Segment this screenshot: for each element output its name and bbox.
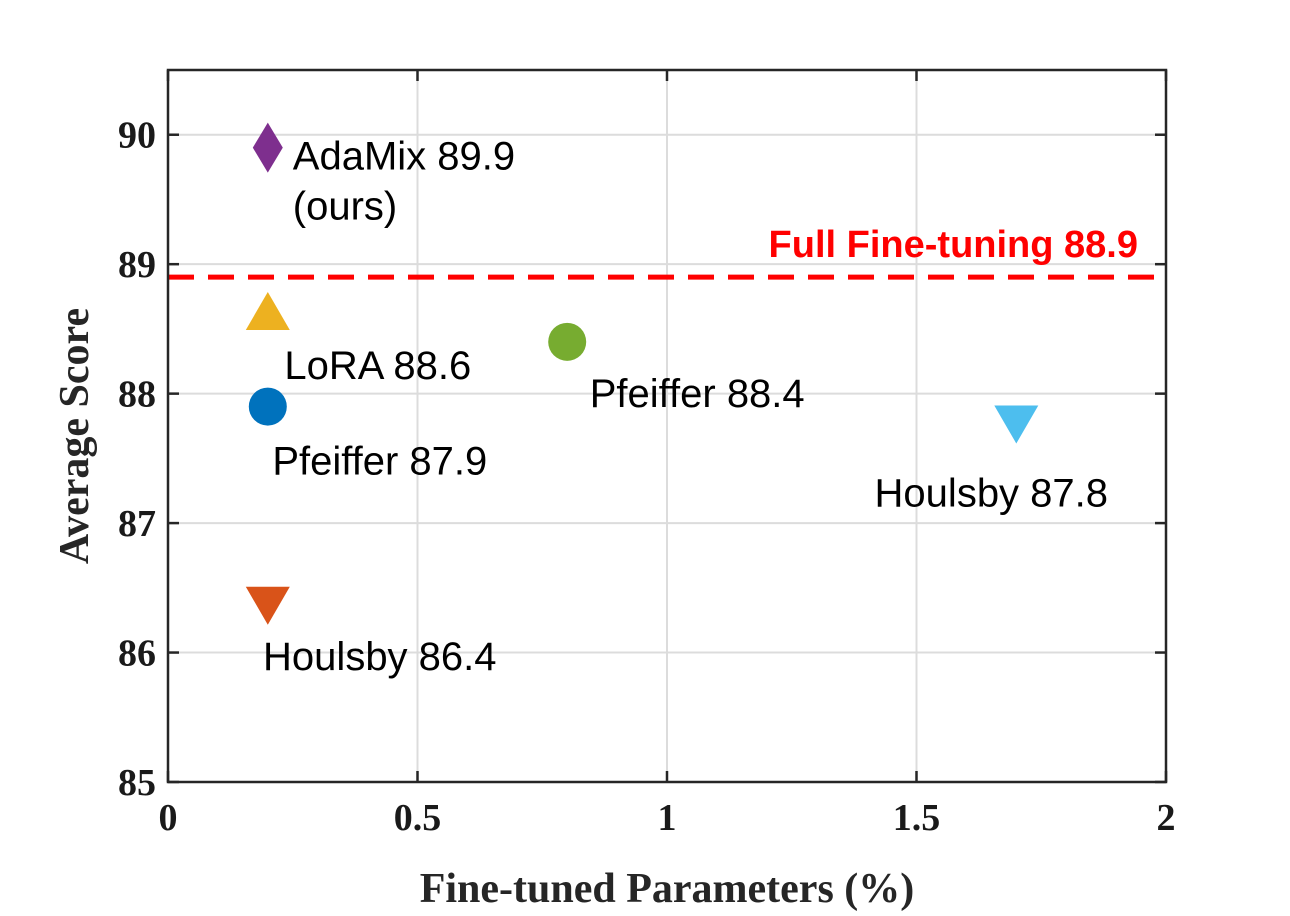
x-tick-label: 0.5 xyxy=(394,797,442,839)
data-point-triangle-up xyxy=(245,291,290,330)
data-points xyxy=(245,122,1039,625)
point-label: (ours) xyxy=(293,185,397,229)
y-tick-label: 90 xyxy=(118,115,156,157)
data-point-circle xyxy=(248,387,287,426)
data-point-triangle-down xyxy=(994,405,1039,444)
reference-line-group: Full Fine-tuning 88.9 xyxy=(168,224,1166,280)
y-tick-label: 86 xyxy=(118,633,156,675)
x-tick-label: 0 xyxy=(159,797,178,839)
x-tick-label: 1.5 xyxy=(893,797,941,839)
y-axis-label: Average Score xyxy=(52,308,98,564)
x-tick-label: 2 xyxy=(1157,797,1176,839)
y-tick-label: 87 xyxy=(118,503,156,545)
point-label: Houlsby 87.8 xyxy=(875,472,1108,516)
axis-ticks: 0 0.5 1 1.5 2 85 86 87 88 89 90 xyxy=(118,70,1176,839)
point-label: Pfeiffer 87.9 xyxy=(272,440,487,484)
data-point-diamond xyxy=(252,122,283,173)
x-axis-label: Fine-tuned Parameters (%) xyxy=(420,866,915,912)
y-tick-label: 89 xyxy=(118,244,156,286)
point-label: LoRA 88.6 xyxy=(284,344,471,388)
y-tick-label: 85 xyxy=(118,762,156,804)
reference-line-label: Full Fine-tuning 88.9 xyxy=(769,224,1138,266)
y-tick-label: 88 xyxy=(118,374,156,416)
x-tick-label: 1 xyxy=(658,797,677,839)
point-label: Pfeiffer 88.4 xyxy=(590,372,805,416)
data-point-circle xyxy=(548,322,587,361)
point-labels: AdaMix 89.9 (ours) LoRA 88.6 Pfeiffer 87.9 H… xyxy=(263,135,1108,679)
point-label: Houlsby 86.4 xyxy=(263,635,496,679)
point-label: AdaMix 89.9 xyxy=(293,135,515,179)
data-point-triangle-down xyxy=(245,586,290,625)
grid-lines xyxy=(168,70,1166,782)
